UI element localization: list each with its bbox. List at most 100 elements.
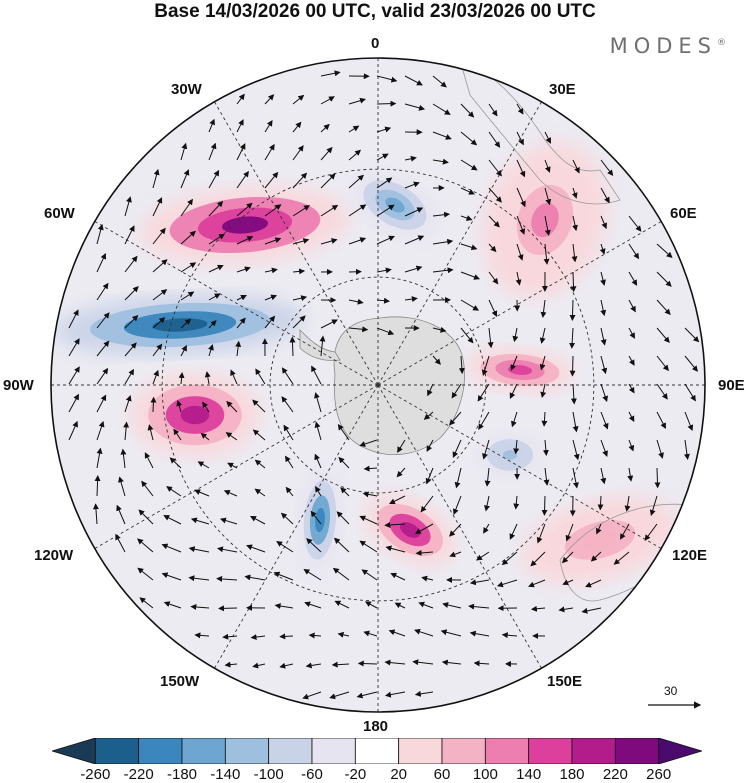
- wind-vector: [320, 319, 338, 329]
- wind-vector: [138, 509, 154, 525]
- wind-vector: [513, 495, 520, 510]
- wind-vector: [254, 459, 266, 469]
- colorbar-tick-label: -220: [123, 766, 154, 783]
- wind-vector: [152, 259, 168, 273]
- wind-vector: [152, 343, 163, 357]
- wind-vector: [180, 318, 192, 329]
- wind-vector: [124, 315, 139, 329]
- lon-label-0: 0: [371, 35, 380, 52]
- wind-vector: [656, 439, 664, 459]
- wind-vector: [273, 571, 294, 581]
- lon-label-150e: 150E: [547, 673, 583, 690]
- wind-vector: [569, 327, 576, 349]
- colorbar-bin: [224, 738, 270, 764]
- wind-vector: [302, 691, 322, 700]
- wind-vector: [284, 455, 294, 469]
- colorbar-bin: [138, 738, 183, 764]
- wind-vector: [516, 131, 524, 146]
- wind-vector: [348, 204, 367, 217]
- wind-vector: [152, 289, 168, 301]
- wind-vector: [279, 662, 294, 669]
- meridian-line: [377, 221, 662, 386]
- wind-vector: [252, 429, 266, 441]
- wind-vector: [202, 401, 210, 413]
- wind-vector: [512, 327, 519, 343]
- wind-vector: [227, 462, 238, 469]
- colorbar-bin: [614, 738, 660, 764]
- wind-vector: [333, 537, 350, 553]
- wind-vector: [572, 411, 579, 433]
- wind-vector: [600, 355, 608, 375]
- wind-vector: [384, 659, 406, 666]
- wind-vector: [219, 517, 238, 525]
- wind-vector: [223, 489, 238, 497]
- wind-vector: [469, 630, 490, 637]
- wind-vector: [194, 489, 210, 497]
- colorbar-tick-label: -260: [80, 766, 111, 783]
- wind-vector: [510, 355, 518, 371]
- wind-vector: [414, 628, 434, 637]
- colorbar-tick-label: 20: [390, 766, 407, 783]
- wind-vector: [208, 200, 224, 217]
- wind-vector: [541, 411, 548, 427]
- wind-vector: [96, 367, 109, 385]
- wind-vector: [124, 286, 139, 301]
- meridian-line: [94, 384, 379, 549]
- wind-vector: [628, 439, 635, 452]
- wind-vector: [613, 551, 630, 565]
- anomaly-contour-fill: [315, 507, 325, 533]
- wind-vector: [303, 569, 322, 581]
- wind-vector: [255, 368, 266, 385]
- wind-vector: [68, 309, 79, 329]
- wind-vector: [252, 662, 266, 669]
- wind-vector: [528, 579, 546, 588]
- wind-vector: [544, 131, 551, 144]
- wind-vector: [483, 523, 490, 534]
- wind-vector: [600, 383, 608, 403]
- wind-vector: [449, 523, 462, 537]
- wind-vector: [337, 631, 350, 638]
- wind-vector: [292, 145, 304, 161]
- wind-vector: [427, 383, 434, 397]
- anomaly-blob: [522, 496, 678, 584]
- colorbar-bin: [354, 738, 400, 764]
- wind-vector: [394, 602, 406, 609]
- wind-vector: [590, 551, 602, 562]
- wind-vector: [452, 439, 462, 458]
- wind-vector: [376, 100, 397, 107]
- wind-vector: [421, 575, 434, 582]
- wind-vector: [208, 293, 221, 301]
- registered-mark: ®: [717, 38, 726, 48]
- wind-vector: [488, 159, 502, 177]
- wind-vector: [488, 131, 501, 148]
- antarctica-land: [333, 316, 465, 455]
- wind-vector: [458, 355, 465, 375]
- wind-vector: [264, 204, 282, 217]
- wind-vector: [572, 467, 579, 489]
- wind-vector: [420, 495, 434, 513]
- africa-outline: [459, 59, 621, 205]
- wind-vector: [320, 173, 336, 189]
- wind-vector: [194, 632, 210, 639]
- wind-vector: [451, 383, 462, 399]
- meridian-line: [377, 384, 662, 549]
- colorbar-tick-label: 220: [602, 766, 628, 783]
- wind-vector: [544, 187, 552, 206]
- wind-vector: [340, 487, 350, 497]
- wind-vector: [432, 103, 451, 115]
- anomaly-blob: [478, 433, 542, 477]
- wind-vector: [536, 523, 546, 544]
- wind-vector: [389, 495, 406, 504]
- wind-vector: [516, 103, 524, 115]
- wind-vector: [425, 467, 434, 485]
- wind-vector: [544, 215, 551, 237]
- wind-vector: [180, 169, 190, 189]
- wind-vector: [530, 551, 546, 567]
- wind-vector: [200, 432, 210, 441]
- wind-vector: [311, 365, 322, 385]
- wind-vector: [628, 215, 642, 232]
- colorbar-bin: [484, 738, 530, 764]
- wind-vector: [217, 546, 238, 553]
- wind-vector: [310, 510, 322, 525]
- wind-vector: [539, 327, 546, 344]
